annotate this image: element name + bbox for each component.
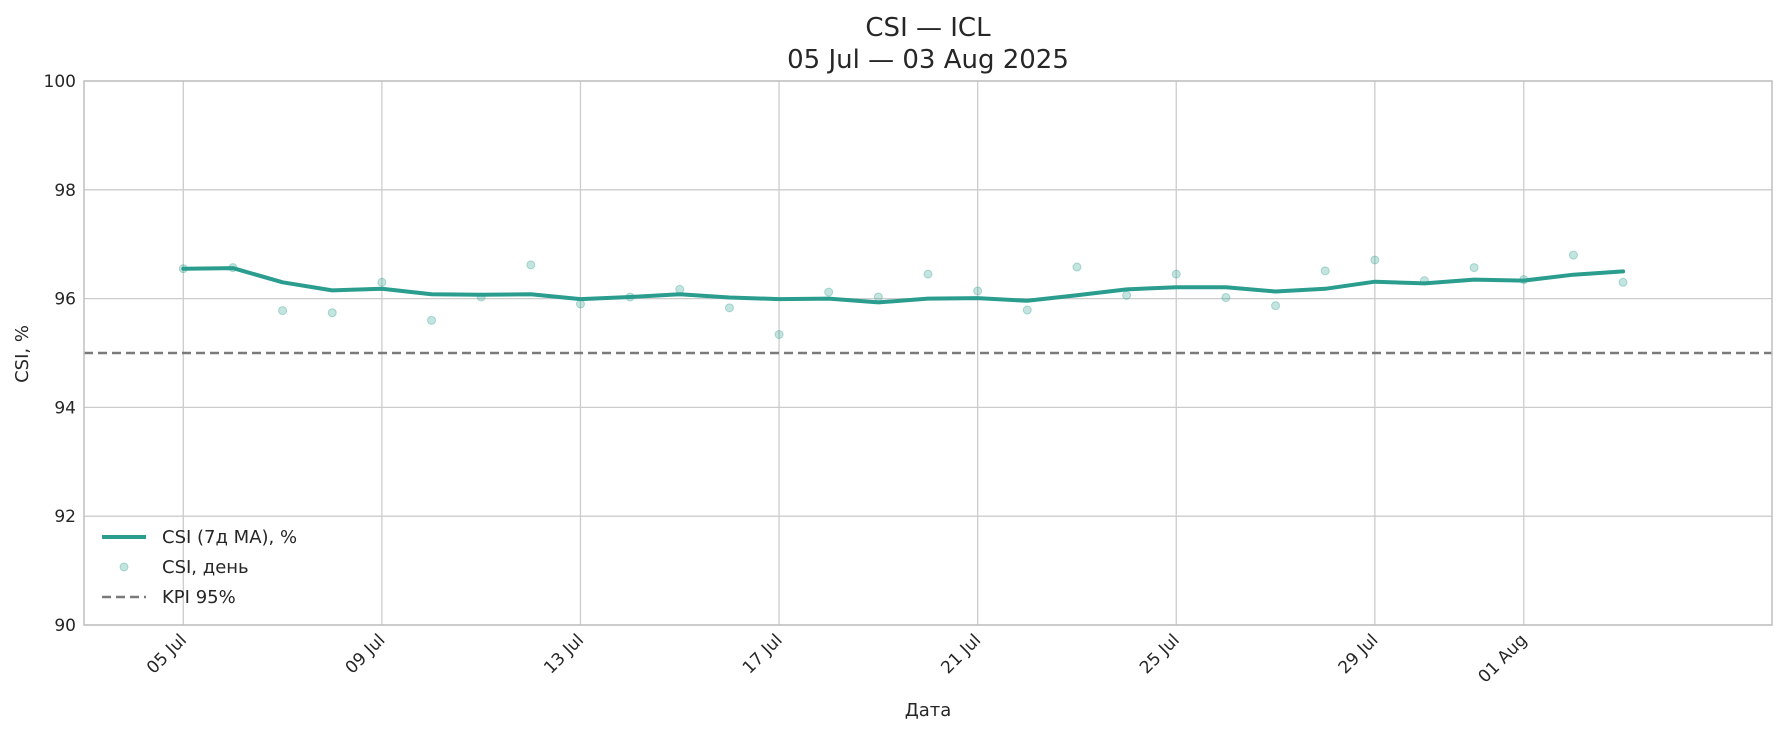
daily-point	[873, 292, 883, 302]
x-tick-label: 21 Jul	[937, 630, 985, 678]
legend-label: CSI (7д MA), %	[162, 527, 297, 548]
daily-point	[1171, 269, 1181, 279]
x-tick-label: 09 Jul	[342, 630, 390, 678]
daily-point	[675, 284, 685, 294]
x-tick-label: 25 Jul	[1136, 630, 1184, 678]
y-tick-label: 90	[54, 616, 76, 636]
daily-point	[774, 330, 784, 340]
daily-point	[1221, 293, 1231, 303]
y-tick-label: 94	[54, 398, 76, 418]
daily-point	[1072, 262, 1082, 272]
daily-point	[377, 277, 387, 287]
daily-point	[327, 308, 337, 318]
y-tick-label: 92	[54, 507, 76, 527]
daily-point	[973, 286, 983, 296]
x-tick-label: 29 Jul	[1335, 630, 1383, 678]
x-tick-label: 17 Jul	[739, 630, 787, 678]
ma-line-layer	[181, 266, 1626, 305]
x-ticks: 05 Jul 09 Jul 13 Jul 17 Jul 21 Jul 25 Jul 29 J…	[143, 630, 1531, 687]
chart-title: CSI — ICL	[865, 13, 991, 43]
daily-point	[1022, 305, 1032, 315]
legend-label: CSI, день	[162, 557, 249, 578]
chart-subtitle: 05 Jul — 03 Aug 2025	[787, 45, 1069, 75]
daily-point	[575, 299, 585, 309]
plot-frame	[83, 80, 1773, 626]
daily-point	[1271, 301, 1281, 311]
x-axis-label: Дата	[905, 700, 952, 721]
legend: CSI (7д MA), % CSI, день KPI 95%	[102, 527, 297, 608]
daily-point	[1122, 290, 1132, 300]
ma-line	[181, 266, 1626, 305]
daily-point	[1568, 250, 1578, 260]
daily-points	[178, 250, 1628, 340]
x-tick-label: 13 Jul	[540, 630, 588, 678]
legend-point-swatch	[119, 562, 129, 572]
y-tick-label: 100	[44, 72, 76, 92]
daily-point	[1618, 277, 1628, 287]
daily-point	[427, 315, 437, 325]
daily-point	[1469, 263, 1479, 273]
x-tick-label: 01 Aug	[1475, 630, 1532, 687]
legend-label: KPI 95%	[162, 587, 236, 608]
y-tick-label: 96	[54, 290, 76, 310]
x-tick-label: 05 Jul	[143, 630, 191, 678]
daily-point	[824, 287, 834, 297]
daily-point	[1370, 255, 1380, 265]
daily-point	[278, 306, 288, 316]
daily-point	[526, 260, 536, 270]
daily-point	[724, 303, 734, 313]
daily-point	[923, 269, 933, 279]
y-axis-label: CSI, %	[12, 325, 33, 383]
daily-point	[1320, 266, 1330, 276]
y-tick-label: 98	[54, 181, 76, 201]
y-ticks: 90 92 94 96 98 100	[44, 72, 76, 636]
